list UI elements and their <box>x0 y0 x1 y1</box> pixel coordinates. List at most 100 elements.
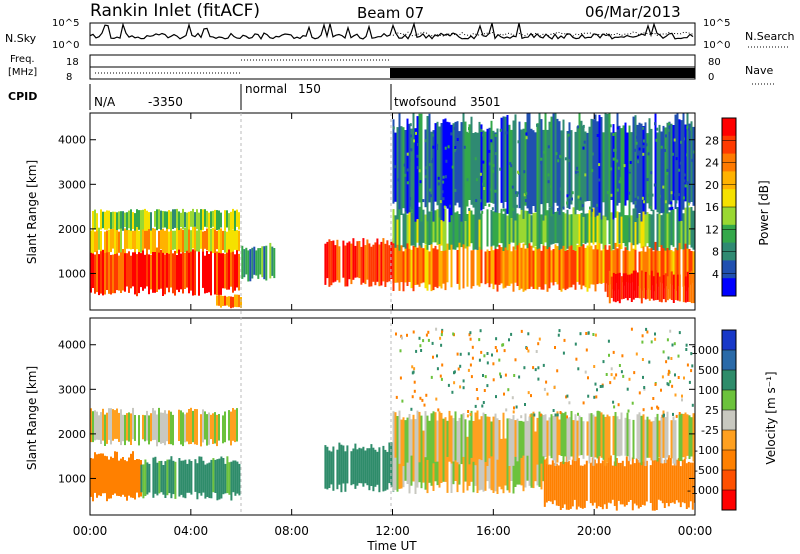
data-strip <box>240 297 242 308</box>
scatter-point <box>418 169 421 173</box>
data-strip <box>92 229 94 254</box>
scatter-point <box>409 123 412 127</box>
data-strip <box>216 251 218 296</box>
colorbar-swatch <box>722 370 736 391</box>
scatter-point <box>577 125 580 129</box>
data-strip <box>150 228 152 254</box>
x-axis-label: Time UT <box>366 539 417 553</box>
scatter-point <box>690 352 693 356</box>
data-strip <box>396 416 399 464</box>
scatter-point <box>527 332 530 336</box>
data-strip <box>692 251 695 283</box>
scatter-point <box>486 361 489 365</box>
data-strip <box>670 420 673 459</box>
data-strip <box>442 213 445 251</box>
data-strip <box>414 128 417 222</box>
data-strip <box>500 247 503 284</box>
data-strip <box>600 117 603 220</box>
data-strip <box>668 272 671 299</box>
data-strip <box>402 127 405 209</box>
data-strip <box>180 212 182 228</box>
scatter-point <box>399 349 402 353</box>
data-strip <box>180 410 182 445</box>
scatter-point <box>469 331 472 335</box>
data-strip <box>132 407 134 440</box>
data-strip <box>263 246 266 280</box>
data-strip <box>692 210 695 250</box>
data-strip <box>552 113 555 214</box>
scatter-point <box>683 173 686 177</box>
cpid-seg1-name: normal <box>245 82 287 96</box>
scatter-point <box>598 163 601 167</box>
scatter-point <box>514 358 517 362</box>
scatter-point <box>441 330 443 334</box>
scatter-point <box>537 342 540 346</box>
data-strip <box>570 411 573 457</box>
scatter-point <box>599 385 602 388</box>
scatter-point <box>431 341 434 345</box>
data-strip <box>662 207 665 249</box>
data-strip <box>238 294 240 308</box>
data-strip <box>616 416 619 457</box>
data-strip <box>556 118 559 206</box>
data-strip <box>611 465 614 500</box>
data-strip <box>576 420 579 460</box>
scatter-point <box>435 327 438 331</box>
data-strip <box>496 418 499 460</box>
colorbar-swatch <box>722 278 736 297</box>
data-strip <box>648 248 651 289</box>
data-strip <box>478 209 481 247</box>
data-strip <box>336 449 339 490</box>
data-strip <box>490 246 493 284</box>
scatter-point <box>606 191 609 194</box>
data-strip <box>422 248 425 283</box>
data-strip <box>206 250 208 293</box>
data-strip <box>410 212 413 246</box>
data-strip <box>486 416 489 466</box>
scatter-point <box>451 165 454 169</box>
data-strip <box>542 415 545 457</box>
data-strip <box>430 131 433 212</box>
data-strip <box>158 461 161 494</box>
data-strip <box>192 227 194 249</box>
scatter-point <box>574 170 577 174</box>
data-strip <box>450 211 453 245</box>
data-strip <box>550 116 553 217</box>
data-strip <box>664 127 667 209</box>
scatter-point <box>399 376 402 380</box>
scatter-point <box>622 374 625 378</box>
scatter-point <box>440 343 443 347</box>
data-strip <box>502 412 505 460</box>
scatter-point <box>629 169 631 172</box>
data-strip <box>366 448 369 486</box>
scatter-point <box>602 360 605 364</box>
scatter-point <box>440 377 443 381</box>
data-strip <box>665 459 668 503</box>
data-strip <box>328 239 331 287</box>
scatter-point <box>529 414 532 418</box>
data-strip <box>426 244 429 291</box>
data-strip <box>518 214 521 243</box>
data-strip <box>464 121 467 221</box>
data-strip <box>582 125 585 217</box>
scatter-point <box>491 353 493 357</box>
data-strip <box>668 121 671 205</box>
data-strip <box>544 414 547 457</box>
scatter-point <box>457 367 460 371</box>
data-strip <box>234 210 236 231</box>
data-strip <box>672 274 675 303</box>
data-strip <box>474 214 477 250</box>
data-strip <box>674 420 677 466</box>
data-strip <box>484 251 487 285</box>
data-strip <box>438 126 441 218</box>
data-strip <box>692 273 695 304</box>
data-strip <box>454 411 457 461</box>
data-strip <box>642 126 645 212</box>
data-strip <box>132 252 134 287</box>
data-strip <box>146 229 148 254</box>
data-strip <box>566 209 569 249</box>
data-strip <box>124 414 126 446</box>
scatter-point <box>523 193 526 197</box>
data-strip <box>269 242 272 279</box>
